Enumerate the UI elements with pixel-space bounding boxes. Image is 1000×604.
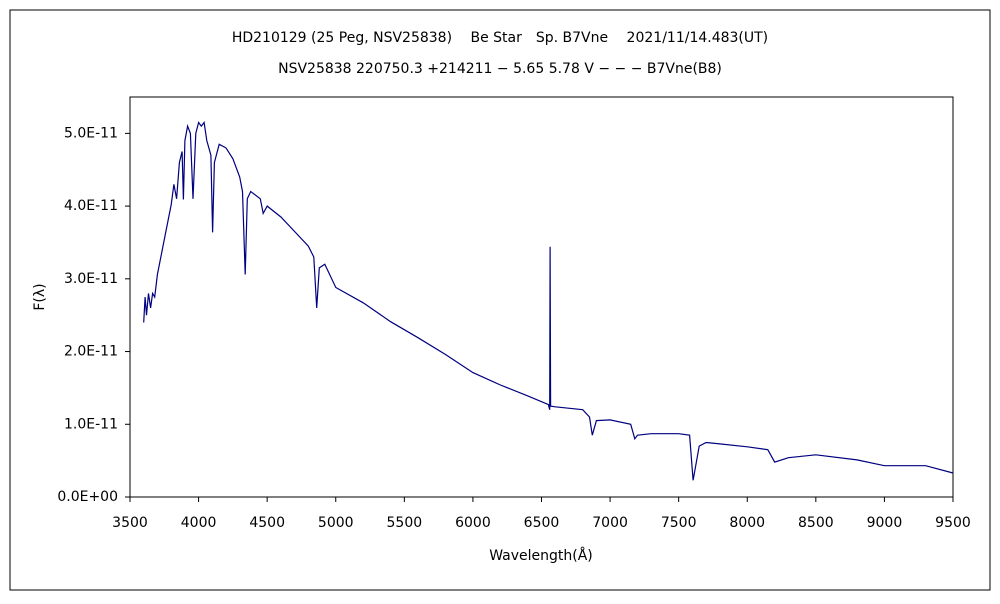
y-axis-label: F(λ) xyxy=(32,283,48,310)
chart-title: HD210129 (25 Peg, NSV25838) Be Star Sp. … xyxy=(232,30,768,46)
x-tick-label: 7500 xyxy=(661,515,697,531)
y-tick-label: 2.0E-11 xyxy=(64,344,118,360)
x-tick-label: 3500 xyxy=(112,515,148,531)
y-tick-label: 0.0E+00 xyxy=(57,489,118,505)
x-axis-label: Wavelength(Å) xyxy=(489,547,593,564)
x-tick-label: 7000 xyxy=(592,515,628,531)
x-tick-label: 4000 xyxy=(181,515,217,531)
x-tick-label: 4500 xyxy=(249,515,285,531)
x-tick-label: 6000 xyxy=(455,515,491,531)
x-tick-label: 8500 xyxy=(798,515,834,531)
y-tick-label: 5.0E-11 xyxy=(64,125,118,141)
x-tick-label: 5000 xyxy=(318,515,354,531)
x-tick-label: 6500 xyxy=(524,515,560,531)
x-tick-label: 9500 xyxy=(935,515,971,531)
y-tick-label: 3.0E-11 xyxy=(64,271,118,287)
frame xyxy=(9,9,991,591)
x-tick-label: 9000 xyxy=(867,515,903,531)
y-tick-label: 4.0E-11 xyxy=(64,198,118,214)
x-tick-label: 5500 xyxy=(387,515,423,531)
x-tick-label: 8000 xyxy=(729,515,765,531)
y-tick-label: 1.0E-11 xyxy=(64,416,118,432)
chart-subtitle: NSV25838 220750.3 +214211 − 5.65 5.78 V … xyxy=(278,61,722,77)
spectrum-line xyxy=(143,121,954,481)
